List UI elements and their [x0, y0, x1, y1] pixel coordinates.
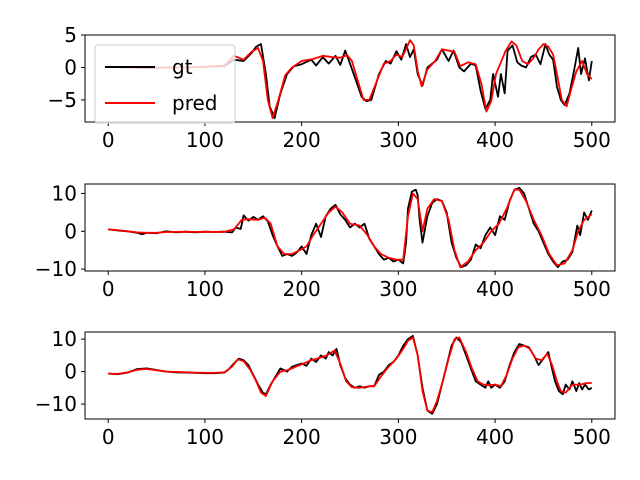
- x-tick-label: 0: [102, 128, 115, 152]
- legend-label-pred: pred: [172, 91, 217, 115]
- series-line-pred-middle: [108, 188, 593, 269]
- x-tick-label: 200: [283, 425, 321, 449]
- y-tick-label: −10: [35, 257, 77, 281]
- y-tick-label: −5: [48, 88, 77, 112]
- x-tick-label: 300: [379, 425, 417, 449]
- x-tick-label: 400: [476, 425, 514, 449]
- y-tick-label: 5: [64, 23, 77, 47]
- x-tick-label: 0: [102, 425, 115, 449]
- y-tick-label: 0: [64, 55, 77, 79]
- series-line-pred-top: [108, 39, 593, 119]
- plot-area-top: [108, 39, 593, 119]
- y-tick-label: 10: [52, 327, 77, 351]
- x-tick-label: 500: [573, 425, 611, 449]
- x-tick-label: 500: [573, 277, 611, 301]
- y-tick-label: 10: [52, 181, 77, 205]
- series-line-gt-middle: [108, 186, 593, 269]
- y-tick-label: 0: [64, 219, 77, 243]
- x-tick-label: 100: [186, 277, 224, 301]
- series-line-pred-bottom: [108, 336, 592, 414]
- legend: gt pred: [94, 44, 236, 124]
- y-tick-label: 0: [64, 360, 77, 384]
- plot-area-bottom: [108, 335, 593, 415]
- axes-frame-bottom: [84, 331, 616, 420]
- axes-frame-top: [84, 34, 616, 123]
- x-tick-label: 100: [186, 128, 224, 152]
- x-tick-label: 200: [283, 128, 321, 152]
- x-tick-label: 400: [476, 128, 514, 152]
- x-tick-label: 300: [379, 277, 417, 301]
- x-tick-label: 100: [186, 425, 224, 449]
- y-tick-label: −10: [35, 392, 77, 416]
- legend-label-gt: gt: [172, 55, 193, 79]
- x-tick-label: 400: [476, 277, 514, 301]
- x-tick-label: 0: [102, 277, 115, 301]
- x-tick-label: 200: [283, 277, 321, 301]
- x-tick-label: 300: [379, 128, 417, 152]
- plot-area-middle: [108, 186, 593, 269]
- axes-frame-middle: [84, 183, 616, 272]
- subplot-top: 0 100 200 300 400 500 5 0 −5: [48, 23, 616, 152]
- x-tick-label: 500: [573, 128, 611, 152]
